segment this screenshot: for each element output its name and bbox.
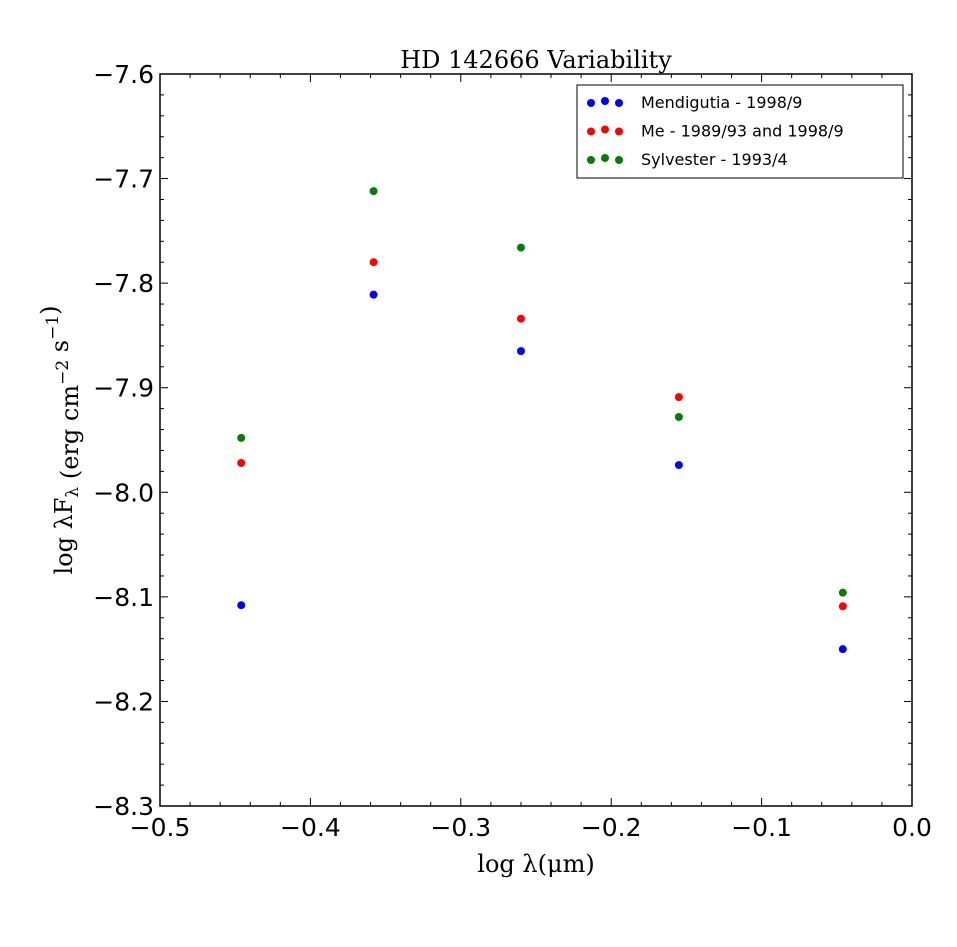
data-point [838,602,847,611]
legend-marker [615,99,623,107]
legend-box [576,84,904,179]
legend: Mendigutia - 1998/9 Me - 1989/93 and 1998… [576,84,904,179]
legend-entry: Me - 1989/93 and 1998/9 [587,122,844,141]
x-tick-label: −0.4 [280,813,341,842]
data-point [237,459,246,468]
axis-tick-labels: −0.5 −0.4 −0.3 −0.2 −0.1 0.0 −7.6 −7.7 −7.8 −7.9 −… [93,60,932,842]
data-point [674,393,683,402]
legend-marker [615,156,623,164]
data-point [369,258,378,267]
data-point [838,588,847,597]
data-point [237,601,246,610]
axis-ticks [159,73,913,807]
data-point [237,433,246,442]
data-point [516,243,525,252]
legend-marker [587,156,595,164]
x-axis-label: log λ(μm) [477,850,594,878]
legend-entry: Mendigutia - 1998/9 [587,93,802,112]
x-tick-label: −0.2 [581,813,642,842]
legend-label: Sylvester - 1993/4 [641,150,788,169]
data-point [674,412,683,421]
data-point [369,187,378,196]
y-tick-label: −7.6 [93,60,154,89]
legend-marker [601,97,609,105]
x-tick-label: −0.3 [430,813,491,842]
legend-entry: Sylvester - 1993/4 [587,150,788,169]
y-tick-label: −8.1 [93,583,154,612]
x-tick-label: −0.5 [130,813,191,842]
data-point [369,290,378,299]
y-tick-label: −7.8 [93,269,154,298]
y-tick-label: −7.9 [93,374,154,403]
y-tick-label: −8.3 [93,792,154,821]
chart-title: HD 142666 Variability [400,46,672,74]
data-points [237,187,847,654]
plot-area [159,73,913,807]
y-tick-label: −7.7 [93,165,154,194]
legend-marker [601,125,609,134]
data-point [838,645,847,654]
legend-label: Me - 1989/93 and 1998/9 [641,122,844,141]
legend-marker [601,154,609,162]
data-point [516,347,525,356]
data-point [674,461,683,470]
legend-marker [587,127,595,136]
y-axis-label: log λFλ (erg cm−2 s−1) [36,305,84,574]
y-tick-label: −8.2 [93,687,154,716]
x-tick-label: 0.0 [892,813,932,842]
data-point [516,314,525,323]
legend-marker [587,99,595,107]
y-tick-label: −8.0 [93,478,154,507]
legend-marker [615,127,623,136]
legend-label: Mendigutia - 1998/9 [641,93,802,112]
x-tick-label: −0.1 [731,813,792,842]
